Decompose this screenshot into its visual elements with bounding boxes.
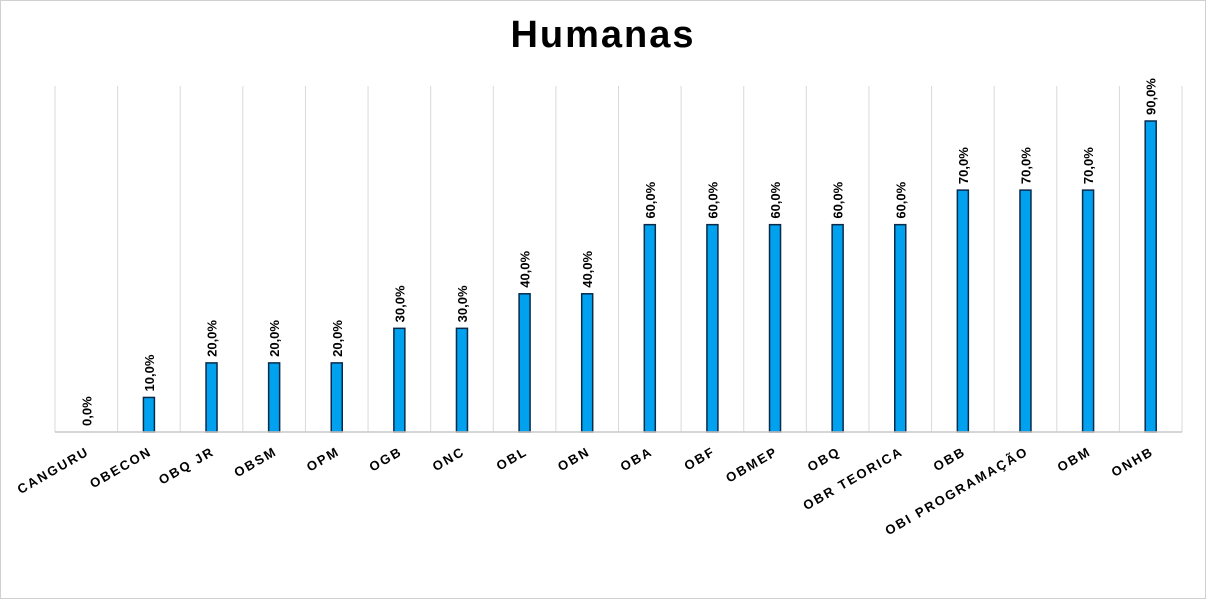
x-tick-label: OPM bbox=[304, 444, 342, 475]
bar bbox=[1081, 189, 1095, 433]
data-label: 60,0% bbox=[768, 181, 783, 218]
data-label: 30,0% bbox=[455, 285, 470, 322]
x-tick-label: OBMEP bbox=[723, 444, 780, 486]
x-tick-label: OGB bbox=[367, 444, 405, 475]
bar bbox=[1144, 120, 1157, 433]
data-label: 70,0% bbox=[1081, 147, 1096, 184]
data-label: 70,0% bbox=[1018, 147, 1033, 184]
data-label: 60,0% bbox=[643, 181, 658, 218]
data-label: 20,0% bbox=[330, 320, 345, 357]
data-label: 20,0% bbox=[205, 320, 220, 357]
bar bbox=[831, 223, 844, 433]
chart-title: Humanas bbox=[510, 14, 696, 56]
x-tick-label: OBA bbox=[618, 444, 656, 474]
data-label: 60,0% bbox=[705, 181, 720, 218]
x-tick-label: CANGURU bbox=[15, 444, 92, 497]
data-labels: 0,0% 10,0% 20,0% 20,0% 20,0% 30,0% 30,0% 40,0% 4… bbox=[79, 78, 1158, 426]
x-tick-label: ONC bbox=[430, 444, 468, 474]
bar bbox=[267, 362, 281, 433]
data-label: 0,0% bbox=[79, 396, 94, 426]
x-tick-label: OBSM bbox=[231, 444, 279, 480]
bar bbox=[643, 223, 657, 433]
data-label: 20,0% bbox=[267, 320, 282, 357]
x-tick-label: OBQ JR bbox=[156, 444, 217, 488]
data-label: 60,0% bbox=[893, 181, 908, 218]
x-tick-label: OBB bbox=[931, 444, 969, 474]
x-tick-label: OBECON bbox=[87, 444, 154, 492]
x-tick-label: OBL bbox=[494, 444, 530, 474]
x-tick-label: OBQ bbox=[805, 444, 843, 475]
bar bbox=[330, 362, 343, 433]
bar bbox=[455, 327, 469, 433]
data-label: 10,0% bbox=[142, 354, 157, 391]
bar bbox=[1019, 189, 1032, 433]
bar bbox=[580, 293, 594, 433]
data-label: 40,0% bbox=[580, 250, 595, 287]
data-label: 40,0% bbox=[518, 250, 533, 287]
bar bbox=[768, 223, 782, 433]
bars bbox=[142, 120, 1157, 433]
x-tick-label: OBN bbox=[555, 444, 593, 474]
data-label: 70,0% bbox=[956, 147, 971, 184]
data-label: 30,0% bbox=[392, 285, 407, 322]
data-label: 60,0% bbox=[831, 181, 846, 218]
bar bbox=[205, 362, 218, 433]
bar bbox=[956, 189, 970, 433]
x-tick-label: OBM bbox=[1055, 444, 1094, 475]
data-label: 90,0% bbox=[1144, 78, 1159, 115]
gridlines bbox=[54, 86, 1183, 432]
bar bbox=[706, 223, 719, 433]
bar bbox=[518, 293, 531, 433]
x-tick-label: ONHB bbox=[1109, 444, 1157, 480]
x-tick-label: OBF bbox=[681, 444, 717, 474]
bar bbox=[894, 223, 907, 433]
bar bbox=[142, 396, 156, 433]
bar bbox=[393, 327, 406, 433]
